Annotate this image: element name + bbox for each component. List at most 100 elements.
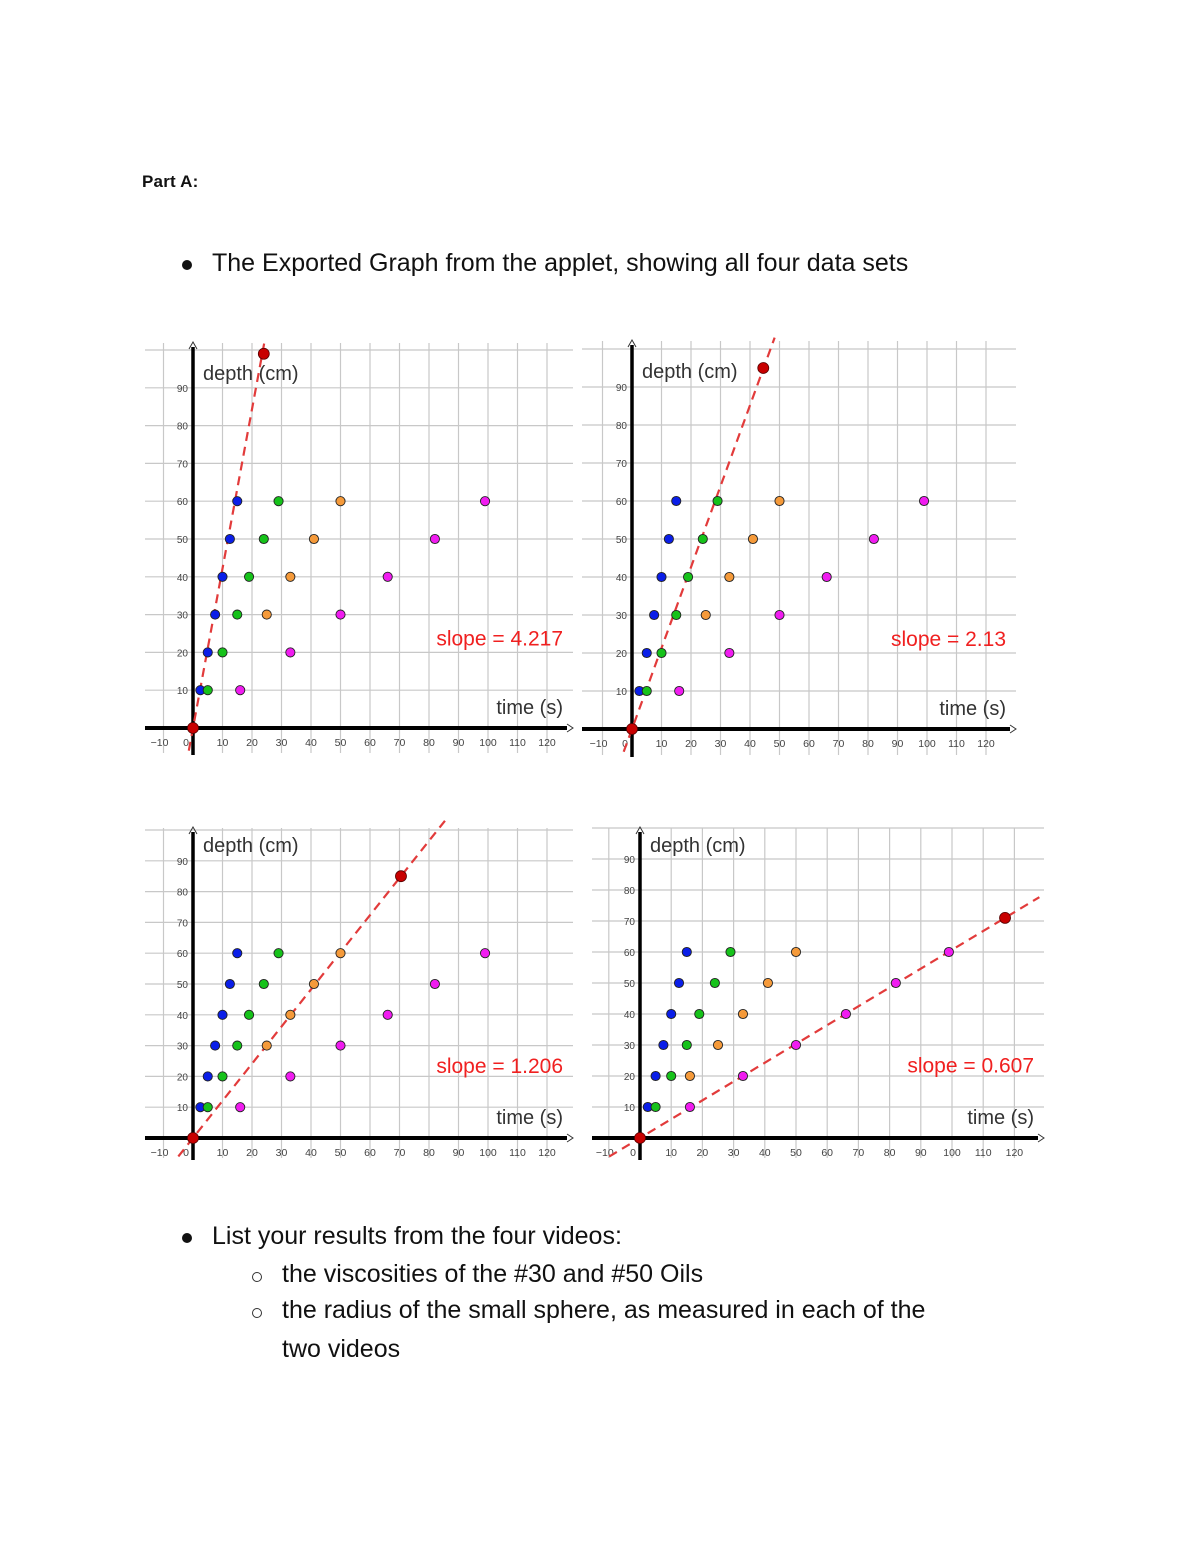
hollow-bullet-icon — [252, 1308, 262, 1318]
data-point-magenta — [684, 1101, 695, 1113]
data-point-magenta — [382, 1009, 393, 1020]
x-axis-label: time (s) — [496, 697, 563, 719]
x-axis-label: time (s) — [496, 1107, 563, 1129]
y-tick-label: 80 — [177, 888, 189, 899]
slope-annotation: slope = 0.607 — [907, 1055, 1034, 1078]
grid — [145, 343, 573, 753]
data-point-magenta — [840, 1008, 851, 1020]
y-tick-label: 20 — [616, 649, 628, 660]
data-point-magenta — [724, 647, 735, 659]
data-point-blue — [673, 977, 685, 989]
data-point-green — [681, 1039, 692, 1051]
x-tick-label: 90 — [453, 1147, 465, 1159]
data-point-orange — [724, 571, 735, 583]
sub-bullet-radius: the radius of the small sphere, as measu… — [252, 1296, 925, 1325]
data-point-orange — [308, 533, 319, 545]
x-tick-label: 120 — [1006, 1147, 1024, 1159]
data-point-orange — [335, 496, 346, 507]
bullet-exported-graph: The Exported Graph from the applet, show… — [182, 249, 908, 278]
x-tick-label: 40 — [759, 1147, 771, 1159]
fit-origin-point — [187, 722, 199, 734]
data-point-blue — [232, 948, 243, 959]
data-point-orange — [747, 533, 758, 545]
y-tick-label: 40 — [616, 573, 628, 584]
data-point-blue — [202, 647, 213, 658]
data-point-orange — [261, 609, 272, 620]
bullet-text: List your results from the four videos: — [212, 1222, 622, 1250]
fit-origin-point — [187, 1132, 199, 1144]
y-axis-arrow-icon — [635, 825, 645, 835]
data-point-magenta — [285, 647, 296, 658]
chart-svg: −10 0 10 20 30 40 50 60 70 80 90 100 110 120 10 20 30 40 5… — [582, 337, 1017, 757]
fit-origin-point — [634, 1132, 646, 1144]
data-point-blue — [649, 609, 660, 621]
x-tick-label: 100 — [479, 737, 497, 749]
data-point-blue — [217, 1009, 228, 1020]
data-point-green — [202, 685, 213, 696]
x-tick-label: 0 — [183, 1147, 189, 1159]
y-axis-arrow-icon — [188, 825, 198, 835]
graph-slope-4217: −10 0 10 20 30 40 50 60 70 80 90 100 110 120 10 20 30 40 5… — [145, 335, 577, 755]
y-tick-label: 30 — [177, 611, 189, 622]
data-point-green — [232, 609, 243, 620]
data-point-green — [650, 1101, 661, 1113]
x-tick-label: 70 — [394, 1147, 406, 1159]
data-point-blue — [666, 1008, 677, 1020]
y-tick-label: 60 — [177, 949, 189, 960]
x-tick-label: 30 — [715, 738, 727, 750]
data-point-green — [232, 1040, 243, 1051]
data-point-orange — [285, 571, 296, 582]
y-tick-label: 10 — [177, 686, 189, 697]
y-tick-label: 90 — [616, 383, 628, 394]
x-tick-label: 10 — [217, 1147, 229, 1159]
x-tick-label: 110 — [975, 1147, 992, 1159]
x-tick-label: 30 — [276, 1147, 288, 1159]
x-axis-label: time (s) — [967, 1107, 1034, 1129]
fit-line — [187, 338, 267, 751]
data-point-green — [656, 647, 667, 659]
data-point-blue — [210, 609, 221, 620]
x-axis-arrow-icon — [566, 1133, 574, 1143]
x-tick-label: 30 — [276, 737, 288, 749]
x-axis-arrow-icon — [1037, 1133, 1045, 1143]
y-tick-label: 80 — [177, 422, 189, 433]
fit-end-point — [757, 362, 770, 374]
y-tick-label: 50 — [624, 979, 636, 990]
x-tick-label: 80 — [423, 737, 435, 749]
x-tick-label: 80 — [862, 738, 874, 750]
x-tick-label: 50 — [335, 1147, 347, 1159]
fit-end-point — [999, 912, 1011, 924]
data-point-green — [683, 571, 694, 583]
y-tick-label: 70 — [177, 459, 189, 470]
y-axis-label: depth (cm) — [650, 835, 746, 857]
y-tick-label: 30 — [616, 611, 628, 622]
data-point-green — [217, 1071, 228, 1082]
x-tick-label: 70 — [853, 1147, 865, 1159]
data-point-magenta — [335, 1040, 346, 1051]
grid — [582, 341, 1016, 755]
x-tick-label: 120 — [977, 738, 995, 750]
y-tick-label: 30 — [177, 1042, 189, 1053]
hollow-bullet-icon — [252, 1272, 262, 1282]
sub-bullet-viscosities: the viscosities of the #30 and #50 Oils — [252, 1260, 703, 1289]
x-tick-label: 0 — [630, 1147, 636, 1159]
y-tick-label: 50 — [177, 535, 189, 546]
x-tick-label: 60 — [821, 1147, 833, 1159]
data-point-blue — [650, 1070, 661, 1082]
data-point-blue — [671, 495, 682, 507]
y-axis-label: depth (cm) — [203, 363, 299, 385]
y-tick-label: 60 — [624, 948, 636, 959]
data-point-magenta — [335, 609, 346, 620]
data-point-orange — [762, 977, 773, 989]
y-tick-label: 90 — [177, 857, 189, 868]
data-point-green — [273, 496, 284, 507]
data-point-orange — [737, 1008, 749, 1020]
x-tick-label: −10 — [151, 1147, 169, 1159]
data-point-blue — [224, 533, 235, 545]
bullet-icon — [182, 260, 192, 270]
x-tick-label: 120 — [538, 1147, 556, 1159]
data-point-magenta — [868, 533, 879, 545]
y-tick-label: 10 — [624, 1103, 636, 1114]
x-tick-label: 110 — [948, 738, 965, 750]
data-point-magenta — [774, 609, 785, 621]
